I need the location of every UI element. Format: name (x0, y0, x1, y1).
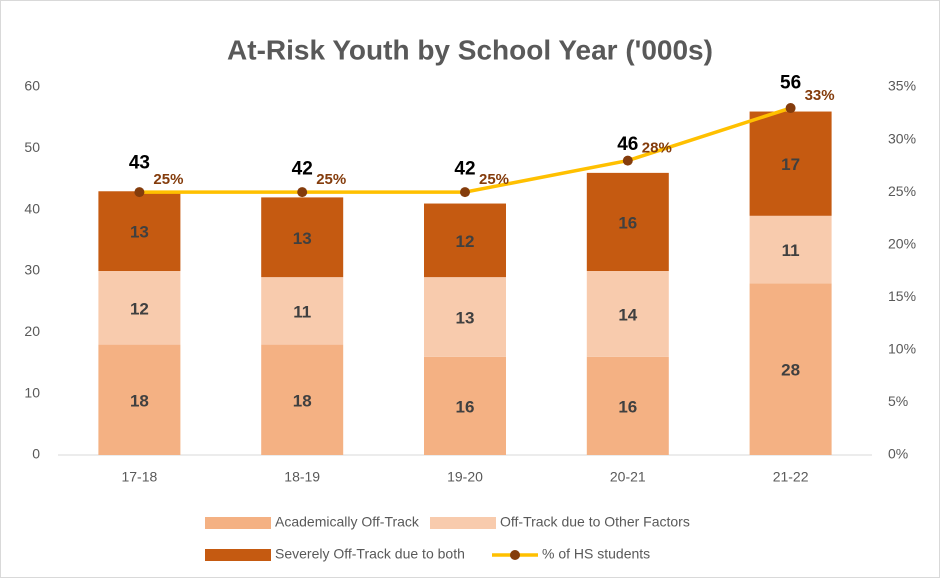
segment-label: 18 (293, 391, 312, 410)
x-tick-label: 17-18 (121, 469, 157, 485)
y2-tick-label: 20% (888, 235, 916, 251)
y-tick-label: 40 (24, 200, 40, 216)
segment-label: 12 (456, 232, 475, 251)
bar-segment (749, 283, 832, 455)
x-tick-label: 19-20 (447, 469, 483, 485)
y2-tick-label: 35% (888, 78, 916, 94)
line-marker (460, 187, 470, 198)
y2-tick-label: 0% (888, 446, 908, 462)
bar-segment (261, 277, 344, 345)
y-tick-label: 0 (32, 446, 40, 462)
bar-segment (98, 344, 181, 455)
total-label: 43 (129, 152, 150, 173)
percent-label: 25% (153, 171, 183, 188)
bar-segment (424, 356, 506, 455)
legend-marker (510, 550, 520, 560)
segment-label: 14 (618, 305, 637, 324)
line-marker (785, 103, 796, 114)
total-label: 42 (292, 158, 313, 179)
bar-segment (586, 356, 669, 455)
y2-tick-label: 10% (888, 341, 916, 357)
legend-label: Academically Off-Track (275, 514, 420, 530)
segment-label: 12 (130, 299, 149, 318)
legend-label: Off-Track due to Other Factors (500, 514, 690, 530)
bar-segment (98, 191, 181, 271)
bar-segment (424, 203, 506, 278)
bar-segment (261, 344, 344, 455)
percent-label: 25% (316, 171, 346, 188)
bar-segment (749, 111, 832, 216)
segment-label: 16 (618, 213, 637, 232)
segment-label: 13 (293, 229, 312, 248)
percent-label: 33% (805, 87, 835, 104)
bar-segment (586, 271, 669, 357)
bar-segment (98, 271, 181, 345)
y-tick-label: 20 (24, 323, 40, 339)
bar-segment (586, 172, 669, 271)
legend-swatch (205, 517, 271, 529)
segment-label: 11 (782, 241, 800, 260)
segment-label: 13 (130, 223, 149, 242)
segment-label: 16 (618, 397, 637, 416)
percent-label: 28% (642, 140, 672, 157)
segment-label: 18 (130, 391, 149, 410)
bar-segment (261, 197, 344, 278)
y-tick-label: 10 (24, 384, 40, 400)
chart-title: At-Risk Youth by School Year ('000s) (227, 34, 713, 65)
segment-label: 28 (781, 361, 800, 380)
x-tick-label: 20-21 (610, 469, 646, 485)
segment-label: 13 (456, 308, 475, 327)
segment-label: 17 (781, 155, 800, 174)
segment-label: 11 (293, 302, 311, 321)
line-marker (622, 155, 633, 166)
y2-tick-label: 15% (888, 288, 916, 304)
y-tick-label: 30 (24, 262, 40, 278)
y-tick-label: 60 (24, 78, 40, 94)
legend-label: % of HS students (542, 546, 650, 562)
bar-segment (749, 215, 832, 284)
total-label: 46 (617, 134, 638, 155)
total-label: 42 (454, 158, 475, 179)
bar-segment (424, 277, 506, 357)
total-label: 56 (780, 73, 801, 94)
y2-tick-label: 25% (888, 183, 916, 199)
legend-label: Severely Off-Track due to both (275, 546, 465, 562)
y2-tick-label: 30% (888, 130, 916, 146)
line-marker (297, 187, 308, 198)
x-tick-label: 21-22 (773, 469, 809, 485)
legend-swatch (205, 549, 271, 561)
percent-label: 25% (479, 171, 509, 188)
line-marker (134, 187, 145, 198)
y2-tick-label: 5% (888, 393, 908, 409)
legend-swatch (430, 517, 496, 529)
segment-label: 16 (456, 397, 475, 416)
x-tick-label: 18-19 (284, 469, 320, 485)
y-tick-label: 50 (24, 139, 40, 155)
